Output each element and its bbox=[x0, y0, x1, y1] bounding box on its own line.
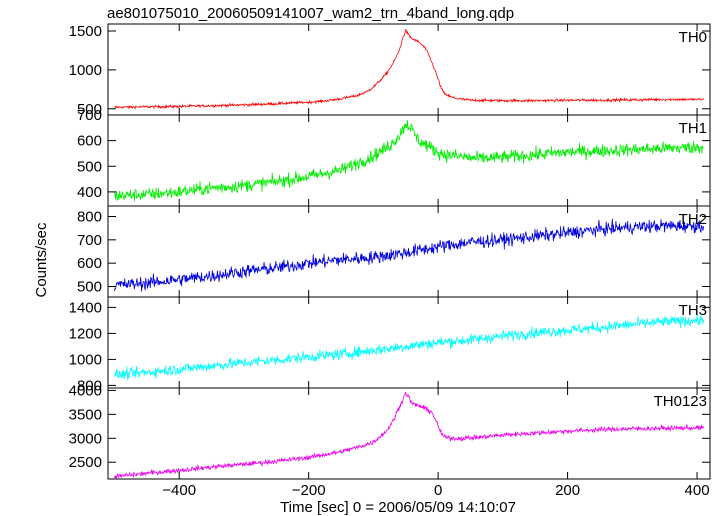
series-line-th1 bbox=[114, 120, 704, 202]
panel-th0123: 2500 3000 3500 4000 TH0123 bbox=[69, 382, 711, 480]
y-tick-label: 500 bbox=[77, 101, 102, 118]
x-tick-label: 400 bbox=[685, 482, 710, 499]
y-tick-label: 500 bbox=[77, 279, 102, 296]
panel-th3: 800 1000 1200 1400 TH3 bbox=[69, 296, 711, 394]
y-tick-label: 1000 bbox=[69, 351, 102, 368]
panel-th0: 500 1000 1500 TH0 bbox=[69, 23, 711, 118]
y-tick-label: 700 bbox=[77, 232, 102, 249]
panel-th1: 400 500 600 700 TH1 bbox=[77, 107, 711, 207]
y-tick-label: 700 bbox=[77, 107, 102, 124]
panels: 500 1000 1500 TH0 400 500 600 700 TH1 500 600 700 80… bbox=[69, 23, 711, 499]
y-tick-label: 400 bbox=[77, 184, 102, 201]
series-line-th2 bbox=[114, 218, 704, 292]
y-tick-label: 3500 bbox=[69, 406, 102, 423]
panel-label: TH0 bbox=[679, 29, 707, 46]
y-tick-label: 1200 bbox=[69, 325, 102, 342]
panel-label: TH3 bbox=[679, 302, 707, 319]
x-tick-label: −400 bbox=[162, 482, 196, 499]
series-line-th0 bbox=[114, 28, 704, 110]
x-axis-label: Time [sec] 0 = 2006/05/09 14:10:07 bbox=[280, 499, 516, 516]
y-tick-label: 4000 bbox=[69, 382, 102, 399]
x-tick-label: 200 bbox=[555, 482, 580, 499]
y-tick-label: 1000 bbox=[69, 62, 102, 79]
y-tick-label: 800 bbox=[77, 209, 102, 226]
y-tick-label: 600 bbox=[77, 133, 102, 150]
x-tick-label: −200 bbox=[292, 482, 326, 499]
series-line-th3 bbox=[114, 313, 704, 381]
panel-frame bbox=[107, 387, 711, 480]
panel-label: TH2 bbox=[679, 211, 707, 228]
x-tick-label: 0 bbox=[434, 482, 442, 499]
panel-th2: 500 600 700 800 TH2 bbox=[77, 205, 711, 298]
series-line-th0123 bbox=[114, 391, 704, 480]
panel-label: TH0123 bbox=[654, 393, 707, 410]
y-axis-label: Counts/sec bbox=[33, 222, 50, 298]
y-tick-label: 1500 bbox=[69, 23, 102, 40]
y-tick-label: 800 bbox=[77, 377, 102, 394]
y-tick-label: 600 bbox=[77, 255, 102, 272]
y-tick-label: 2500 bbox=[69, 454, 102, 471]
chart-title: ae801075010_20060509141007_wam2_trn_4ban… bbox=[107, 5, 514, 22]
y-tick-label: 1400 bbox=[69, 299, 102, 316]
y-tick-label: 500 bbox=[77, 158, 102, 175]
panel-label: TH1 bbox=[679, 120, 707, 137]
y-tick-label: 3000 bbox=[69, 430, 102, 447]
panel-frame bbox=[107, 296, 711, 389]
